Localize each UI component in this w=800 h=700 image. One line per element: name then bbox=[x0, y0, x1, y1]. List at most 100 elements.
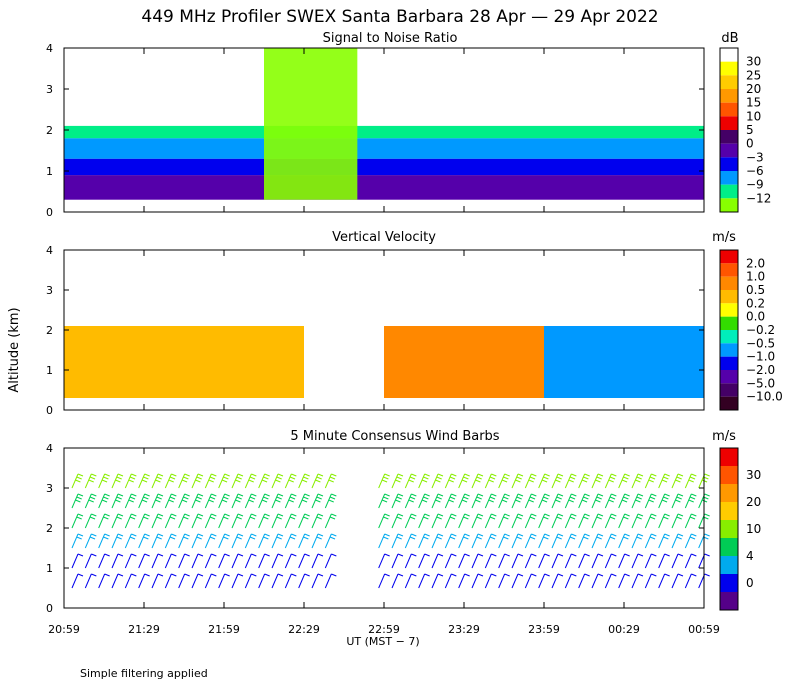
wind-barb-flag bbox=[211, 573, 217, 577]
wind-barb-flag bbox=[664, 573, 670, 577]
wind-barb-flag bbox=[691, 473, 697, 477]
wind-barb-staff bbox=[271, 513, 279, 529]
wind-barb-staff bbox=[151, 493, 159, 509]
wind-barb-staff bbox=[258, 513, 266, 529]
wind-barb-flag bbox=[169, 476, 176, 480]
wind-barb-staff bbox=[84, 533, 92, 549]
wind-barb-flag bbox=[437, 513, 444, 517]
wind-barb-flag bbox=[101, 499, 108, 503]
wind-barb-flag bbox=[503, 496, 509, 500]
wind-barb-flag bbox=[197, 513, 204, 517]
wind-barb-flag bbox=[503, 516, 509, 520]
wind-barb-staff bbox=[524, 533, 532, 549]
wind-barb-flag bbox=[397, 533, 404, 537]
wind-barb-staff bbox=[538, 513, 546, 529]
wind-barb-flag bbox=[676, 496, 682, 500]
wind-barb-staff bbox=[644, 473, 652, 489]
wind-barb-staff bbox=[618, 493, 626, 509]
wind-barb-flag bbox=[131, 573, 137, 577]
x-tick-label: 21:59 bbox=[208, 623, 240, 636]
wind-barb-flag bbox=[623, 476, 629, 480]
wind-barb-flag bbox=[316, 496, 322, 500]
wind-barb-flag bbox=[504, 533, 510, 537]
wind-barb-staff bbox=[431, 533, 439, 549]
wind-barb-flag bbox=[115, 479, 121, 483]
wind-barb-staff bbox=[604, 473, 612, 489]
wind-barb-staff bbox=[71, 553, 79, 569]
wind-barb-flag bbox=[331, 553, 337, 557]
wind-barb-flag bbox=[556, 496, 562, 500]
wind-barb-flag bbox=[131, 493, 137, 497]
wind-barb-flag bbox=[648, 479, 654, 483]
wind-barb-flag bbox=[116, 536, 122, 540]
colorbar-label: 0.0 bbox=[746, 310, 765, 324]
wind-barb-staff bbox=[311, 473, 319, 489]
wind-barb-flag bbox=[583, 516, 589, 520]
wind-barb-flag bbox=[235, 479, 241, 483]
colorbar-swatch bbox=[720, 198, 738, 212]
wind-barb-flag bbox=[491, 553, 497, 557]
wind-barb-staff bbox=[511, 473, 519, 489]
wind-barb-staff bbox=[178, 553, 186, 569]
y-tick-label: 4 bbox=[46, 42, 53, 55]
wind-barb-flag bbox=[411, 513, 417, 517]
wind-barb-flag bbox=[556, 516, 562, 520]
wind-barb-flag bbox=[636, 516, 642, 520]
wind-barb-staff bbox=[151, 533, 159, 549]
wind-barb-staff bbox=[644, 533, 652, 549]
wind-barb-flag bbox=[664, 493, 670, 497]
wind-barb-staff bbox=[591, 573, 599, 589]
wind-barb-flag bbox=[596, 516, 602, 520]
colorbar-label: −1.0 bbox=[746, 350, 775, 364]
wind-barb-flag bbox=[156, 476, 162, 480]
wind-barb-flag bbox=[477, 553, 484, 557]
wind-barb-staff bbox=[684, 513, 692, 529]
wind-barb-flag bbox=[531, 573, 537, 577]
x-tick-label: 23:59 bbox=[528, 623, 560, 636]
wind-barb-flag bbox=[384, 473, 390, 477]
wind-barb-flag bbox=[611, 473, 617, 477]
wind-barb-staff bbox=[684, 553, 692, 569]
wind-barb-flag bbox=[316, 536, 322, 540]
wind-barb-flag bbox=[504, 573, 510, 577]
colorbar-label: 10 bbox=[746, 522, 761, 536]
wind-barb-flag bbox=[168, 499, 174, 503]
wind-barb-flag bbox=[409, 536, 416, 540]
wind-barb-flag bbox=[301, 499, 308, 503]
wind-barb-flag bbox=[609, 516, 616, 520]
wind-barb-staff bbox=[204, 573, 212, 589]
colorbar-label: −2.0 bbox=[746, 363, 775, 377]
wind-barb-flag bbox=[424, 573, 430, 577]
y-tick-label: 1 bbox=[46, 562, 53, 575]
wind-barb-flag bbox=[476, 496, 482, 500]
wind-barb-staff bbox=[618, 513, 626, 529]
wind-barb-staff bbox=[391, 553, 399, 569]
wind-barb-flag bbox=[288, 499, 294, 503]
snr-rain-column bbox=[264, 48, 358, 200]
wind-barb-staff bbox=[498, 493, 506, 509]
wind-barb-staff bbox=[84, 573, 92, 589]
wind-barb-staff bbox=[564, 533, 572, 549]
wind-barb-staff bbox=[564, 493, 572, 509]
wind-barb-flag bbox=[677, 473, 684, 477]
wind-barb-staff bbox=[311, 513, 319, 529]
wind-barb-flag bbox=[276, 476, 282, 480]
wind-barb-staff bbox=[671, 533, 679, 549]
wind-barb-flag bbox=[91, 513, 97, 517]
wind-barb-flag bbox=[436, 536, 442, 540]
wind-barb-flag bbox=[277, 553, 284, 557]
wind-barb-flag bbox=[155, 479, 161, 483]
wind-barb-flag bbox=[689, 516, 696, 520]
wind-barb-flag bbox=[221, 479, 228, 483]
wind-barb-flag bbox=[129, 536, 136, 540]
wind-barb-flag bbox=[691, 573, 697, 577]
wind-barb-staff bbox=[311, 553, 319, 569]
wind-barb-flag bbox=[584, 553, 590, 557]
wind-barb-flag bbox=[704, 513, 710, 517]
wind-barb-flag bbox=[675, 479, 681, 483]
wind-barb-flag bbox=[76, 516, 82, 520]
wind-barb-flag bbox=[636, 536, 642, 540]
wind-barb-flag bbox=[701, 479, 708, 483]
wind-barb-flag bbox=[583, 496, 589, 500]
wind-barb-staff bbox=[511, 493, 519, 509]
